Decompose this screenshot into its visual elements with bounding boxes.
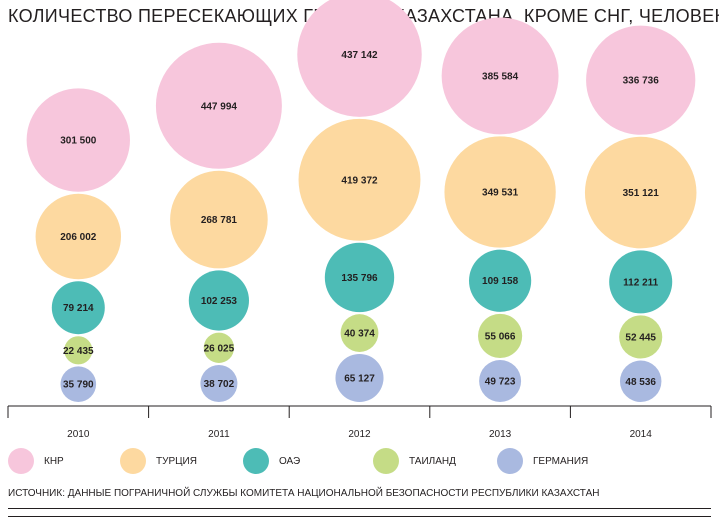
bubble-value-label: 40 374 (344, 329, 375, 340)
legend: КНР ТУРЦИЯ ОАЭ ТАИЛАНД ГЕРМАНИЯ (0, 448, 719, 478)
bubble-value-label: 109 158 (482, 276, 519, 287)
legend-swatch (8, 448, 34, 474)
bubble-германия-2010 (60, 366, 97, 403)
x-tick-label: 2010 (67, 429, 90, 440)
legend-item: ТАИЛАНД (373, 448, 456, 474)
bubble-value-label: 38 702 (204, 379, 235, 390)
bubble-турция-2011 (170, 170, 268, 269)
bubble-chart: 35 790 22 435 79 214 206 002 301 500 38 702 26… (7, 0, 712, 440)
bubble-value-label: 135 796 (341, 273, 378, 284)
bubble-value-label: 268 781 (201, 215, 238, 226)
bubble-таиланд-2010 (64, 336, 93, 365)
bubble-кнр-2013 (441, 17, 559, 135)
bubble-кнр-2014 (586, 25, 696, 135)
legend-item: ГЕРМАНИЯ (497, 448, 588, 474)
bubble-оаэ-2010 (51, 281, 105, 335)
legend-label: КНР (44, 455, 64, 467)
bubble-value-label: 437 142 (341, 50, 378, 61)
bubble-турция-2014 (584, 136, 697, 249)
x-tick-label: 2013 (489, 429, 512, 440)
bubble-германия-2013 (479, 360, 522, 402)
bubble-value-label: 102 253 (201, 296, 238, 307)
bubble-value-label: 447 994 (201, 101, 238, 112)
bottom-rule-1 (8, 508, 711, 509)
x-tick-label: 2014 (630, 429, 653, 440)
bubble-германия-2011 (200, 364, 238, 402)
legend-swatch (120, 448, 146, 474)
legend-item: КНР (8, 448, 64, 474)
bubble-таиланд-2012 (340, 314, 379, 352)
bubble-value-label: 49 723 (485, 377, 516, 388)
bubble-value-label: 419 372 (341, 175, 378, 186)
bubble-турция-2012 (298, 118, 421, 241)
bubble-оаэ-2011 (188, 270, 249, 331)
legend-label: ОАЭ (279, 455, 301, 467)
bubble-value-label: 65 127 (344, 373, 375, 384)
bubble-оаэ-2012 (324, 242, 395, 313)
legend-item: ТУРЦИЯ (120, 448, 197, 474)
bubble-value-label: 55 066 (485, 331, 516, 342)
bubble-кнр-2010 (26, 88, 130, 192)
bubble-value-label: 301 500 (60, 136, 97, 147)
bubble-таиланд-2014 (619, 315, 663, 359)
bubble-оаэ-2014 (609, 250, 673, 314)
bubble-германия-2012 (335, 353, 384, 402)
legend-swatch (497, 448, 523, 474)
bubble-value-label: 48 536 (625, 377, 656, 388)
bubble-таиланд-2013 (478, 313, 523, 359)
bubble-value-label: 385 584 (482, 71, 519, 82)
bubble-таиланд-2011 (203, 332, 235, 363)
bubble-турция-2010 (35, 193, 122, 280)
legend-swatch (373, 448, 399, 474)
bubble-value-label: 22 435 (63, 346, 94, 357)
bubble-value-label: 336 736 (623, 76, 660, 87)
bubble-value-label: 351 121 (623, 188, 660, 199)
bubble-турция-2013 (444, 136, 556, 248)
bubble-value-label: 349 531 (482, 188, 519, 199)
x-tick-label: 2012 (348, 429, 371, 440)
source-note: ИСТОЧНИК: ДАННЫЕ ПОГРАНИЧНОЙ СЛУЖБЫ КОМИ… (8, 488, 600, 499)
legend-swatch (243, 448, 269, 474)
bubble-кнр-2011 (155, 42, 282, 169)
bubble-value-label: 35 790 (63, 380, 94, 391)
bubble-value-label: 52 445 (625, 332, 656, 343)
legend-label: ТАИЛАНД (409, 455, 456, 467)
bubble-кнр-2012 (297, 0, 422, 117)
legend-label: ТУРЦИЯ (156, 455, 197, 467)
bubble-value-label: 79 214 (63, 303, 94, 314)
bubble-value-label: 26 025 (204, 343, 235, 354)
legend-item: ОАЭ (243, 448, 300, 474)
bubble-германия-2014 (619, 360, 662, 402)
bubble-оаэ-2013 (469, 249, 532, 312)
legend-label: ГЕРМАНИЯ (533, 455, 589, 467)
bottom-rule-2 (8, 516, 711, 517)
bubble-value-label: 206 002 (60, 232, 97, 243)
bubble-value-label: 112 211 (623, 277, 658, 288)
x-tick-label: 2011 (208, 429, 230, 440)
